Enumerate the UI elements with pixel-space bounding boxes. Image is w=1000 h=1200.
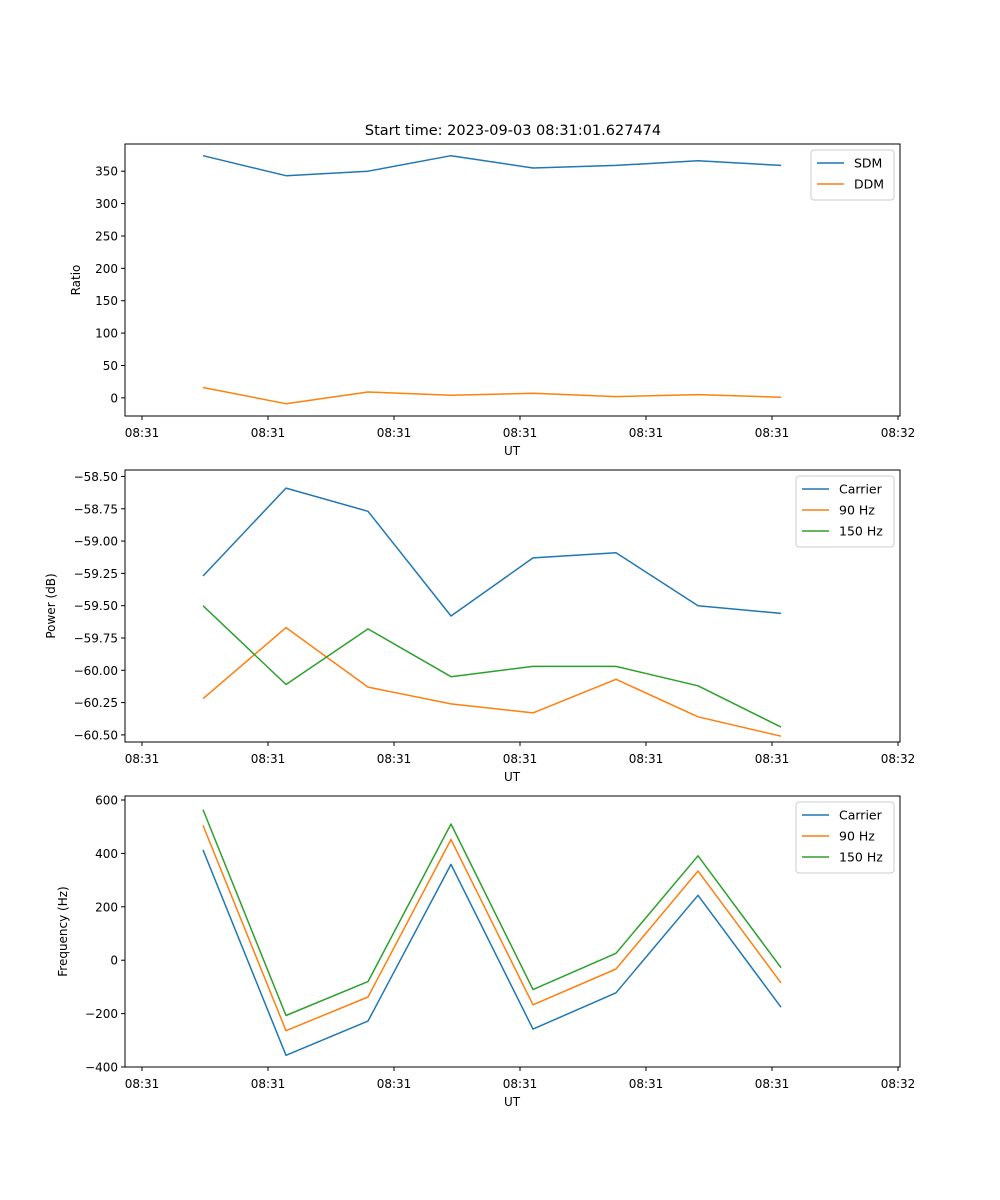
y-axis-label: Ratio bbox=[69, 265, 83, 296]
y-tick-label: 350 bbox=[95, 165, 118, 179]
y-tick-label: 150 bbox=[95, 294, 118, 308]
series-line-sdm bbox=[202, 154, 782, 177]
x-axis-label: UT bbox=[504, 770, 521, 784]
series-line-carrier bbox=[202, 487, 782, 617]
x-tick-label: 08:32 bbox=[881, 752, 916, 766]
y-tick-label: −60.50 bbox=[74, 728, 118, 742]
x-tick-label: 08:31 bbox=[377, 1077, 412, 1091]
legend-label: SDM bbox=[854, 156, 882, 171]
x-tick-label: 08:31 bbox=[755, 426, 790, 440]
y-tick-label: −60.00 bbox=[74, 664, 118, 678]
series-line-150-hz bbox=[202, 605, 782, 728]
x-tick-label: 08:31 bbox=[755, 1077, 790, 1091]
y-tick-label: 250 bbox=[95, 229, 118, 243]
y-tick-label: −58.75 bbox=[74, 502, 118, 516]
y-tick-label: 0 bbox=[110, 391, 118, 405]
y-tick-label: −59.00 bbox=[74, 535, 118, 549]
series-line-carrier bbox=[202, 849, 782, 1057]
legend-label: 150 Hz bbox=[839, 850, 883, 865]
subplot-3: 08:31 08:31 08:31 08:31 08:31 08:31 08:32 UT −40… bbox=[56, 794, 915, 1109]
x-tick-label: 08:31 bbox=[629, 752, 664, 766]
x-tick-label: 08:31 bbox=[629, 426, 664, 440]
x-axis-label: UT bbox=[504, 1095, 521, 1109]
y-tick-label: −59.50 bbox=[74, 599, 118, 613]
y-tick-label: 50 bbox=[103, 359, 118, 373]
y-tick-label: 300 bbox=[95, 197, 118, 211]
y-tick-label: −59.75 bbox=[74, 631, 118, 645]
y-tick-label: −59.25 bbox=[74, 567, 118, 581]
legend-label: 150 Hz bbox=[839, 524, 883, 539]
x-axis-label: UT bbox=[504, 444, 521, 458]
y-tick-label: 0 bbox=[110, 954, 118, 968]
figure-title: Start time: 2023-09-03 08:31:01.627474 bbox=[365, 123, 661, 139]
series-line-ddm bbox=[202, 386, 782, 405]
x-tick-label: 08:31 bbox=[377, 426, 412, 440]
y-tick-label: 100 bbox=[95, 327, 118, 341]
x-tick-label: 08:31 bbox=[629, 1077, 664, 1091]
y-tick-label: 200 bbox=[95, 900, 118, 914]
plot-frame bbox=[124, 143, 901, 417]
y-tick-label: 400 bbox=[95, 847, 118, 861]
legend-label: DDM bbox=[854, 177, 884, 192]
x-tick-label: 08:31 bbox=[503, 1077, 538, 1091]
subplots: 08:31 08:31 08:31 08:31 08:31 08:31 08:32 UT 0 50… bbox=[44, 143, 916, 1109]
x-tick-label: 08:31 bbox=[503, 752, 538, 766]
y-tick-label: −60.25 bbox=[74, 696, 118, 710]
plot-frame bbox=[124, 795, 901, 1068]
legend-label: Carrier bbox=[839, 808, 883, 823]
y-tick-label: 600 bbox=[95, 794, 118, 808]
x-tick-label: 08:31 bbox=[755, 752, 790, 766]
y-tick-label: 200 bbox=[95, 262, 118, 276]
subplot-1: 08:31 08:31 08:31 08:31 08:31 08:31 08:32 UT 0 50… bbox=[69, 143, 916, 458]
series-line-90-hz bbox=[202, 626, 782, 737]
x-tick-label: 08:31 bbox=[251, 1077, 286, 1091]
y-tick-label: −200 bbox=[85, 1007, 118, 1021]
x-tick-label: 08:31 bbox=[125, 1077, 160, 1091]
x-tick-label: 08:31 bbox=[125, 426, 160, 440]
y-tick-label: −400 bbox=[85, 1061, 118, 1075]
y-tick-label: −58.50 bbox=[74, 470, 118, 484]
series-line-150-hz bbox=[202, 809, 782, 1017]
y-axis-label: Power (dB) bbox=[44, 573, 58, 638]
legend-box bbox=[795, 801, 895, 874]
x-tick-label: 08:31 bbox=[503, 426, 538, 440]
x-tick-label: 08:31 bbox=[125, 752, 160, 766]
x-tick-label: 08:31 bbox=[377, 752, 412, 766]
x-tick-label: 08:31 bbox=[251, 426, 286, 440]
x-tick-label: 08:32 bbox=[881, 426, 916, 440]
legend-label: Carrier bbox=[839, 482, 883, 497]
subplot-2: 08:31 08:31 08:31 08:31 08:31 08:31 08:32 UT −58… bbox=[44, 469, 916, 784]
x-tick-label: 08:32 bbox=[881, 1077, 916, 1091]
legend-box bbox=[795, 475, 895, 548]
series-line-90-hz bbox=[202, 825, 782, 1032]
legend-label: 90 Hz bbox=[839, 503, 875, 518]
legend-label: 90 Hz bbox=[839, 829, 875, 844]
x-tick-label: 08:31 bbox=[251, 752, 286, 766]
y-axis-label: Frequency (Hz) bbox=[56, 886, 70, 977]
